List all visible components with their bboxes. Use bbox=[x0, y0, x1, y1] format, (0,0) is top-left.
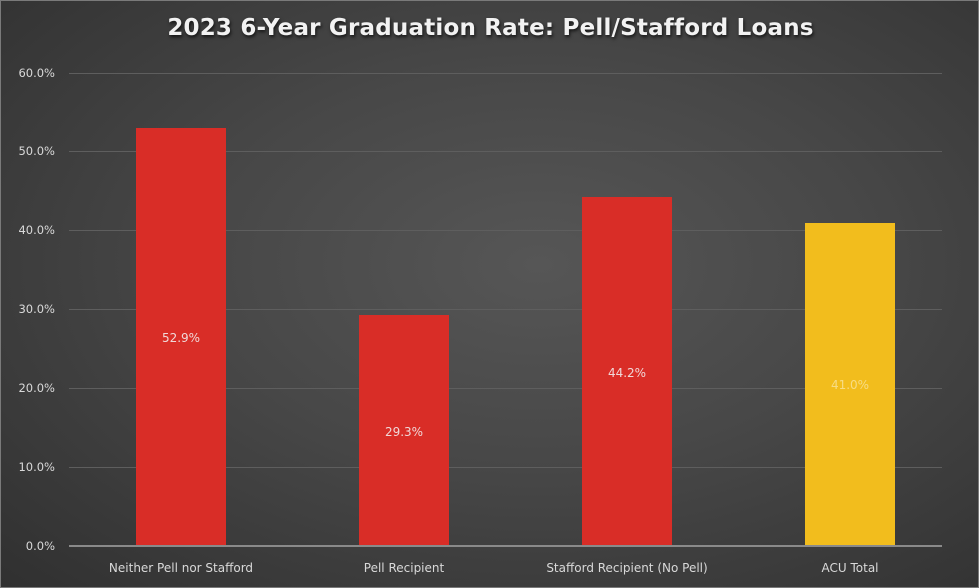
gridline-40 bbox=[69, 230, 942, 231]
bar-value-label: 41.0% bbox=[830, 378, 870, 392]
bar-value-label: 52.9% bbox=[161, 331, 201, 345]
gridline-10 bbox=[69, 467, 942, 468]
y-tick-50: 50.0% bbox=[18, 144, 55, 158]
x-label-pell: Pell Recipient bbox=[363, 561, 445, 575]
x-label-acu-total: ACU Total bbox=[821, 561, 879, 575]
gridline-60 bbox=[69, 73, 942, 74]
y-tick-0: 0.0% bbox=[25, 539, 55, 553]
bar-value-label: 29.3% bbox=[384, 425, 424, 439]
y-tick-30: 30.0% bbox=[18, 302, 55, 316]
y-tick-60: 60.0% bbox=[18, 66, 55, 80]
bar-pell-recipient: 29.3% bbox=[359, 315, 449, 546]
x-label-neither: Neither Pell nor Stafford bbox=[108, 561, 254, 575]
bar-neither-pell-nor-stafford: 52.9% bbox=[136, 128, 226, 546]
gridline-30 bbox=[69, 309, 942, 310]
chart-title: 2023 6-Year Graduation Rate: Pell/Staffo… bbox=[167, 15, 814, 41]
y-tick-20: 20.0% bbox=[18, 381, 55, 395]
x-axis-line bbox=[69, 545, 942, 547]
x-label-stafford: Stafford Recipient (No Pell) bbox=[546, 561, 708, 575]
gridline-50 bbox=[69, 151, 942, 152]
bar-value-label: 44.2% bbox=[607, 366, 647, 380]
y-tick-40: 40.0% bbox=[18, 223, 55, 237]
gridline-20 bbox=[69, 388, 942, 389]
bar-acu-total: 41.0% bbox=[805, 223, 895, 546]
bar-stafford-recipient: 44.2% bbox=[582, 197, 672, 546]
y-tick-10: 10.0% bbox=[18, 460, 55, 474]
